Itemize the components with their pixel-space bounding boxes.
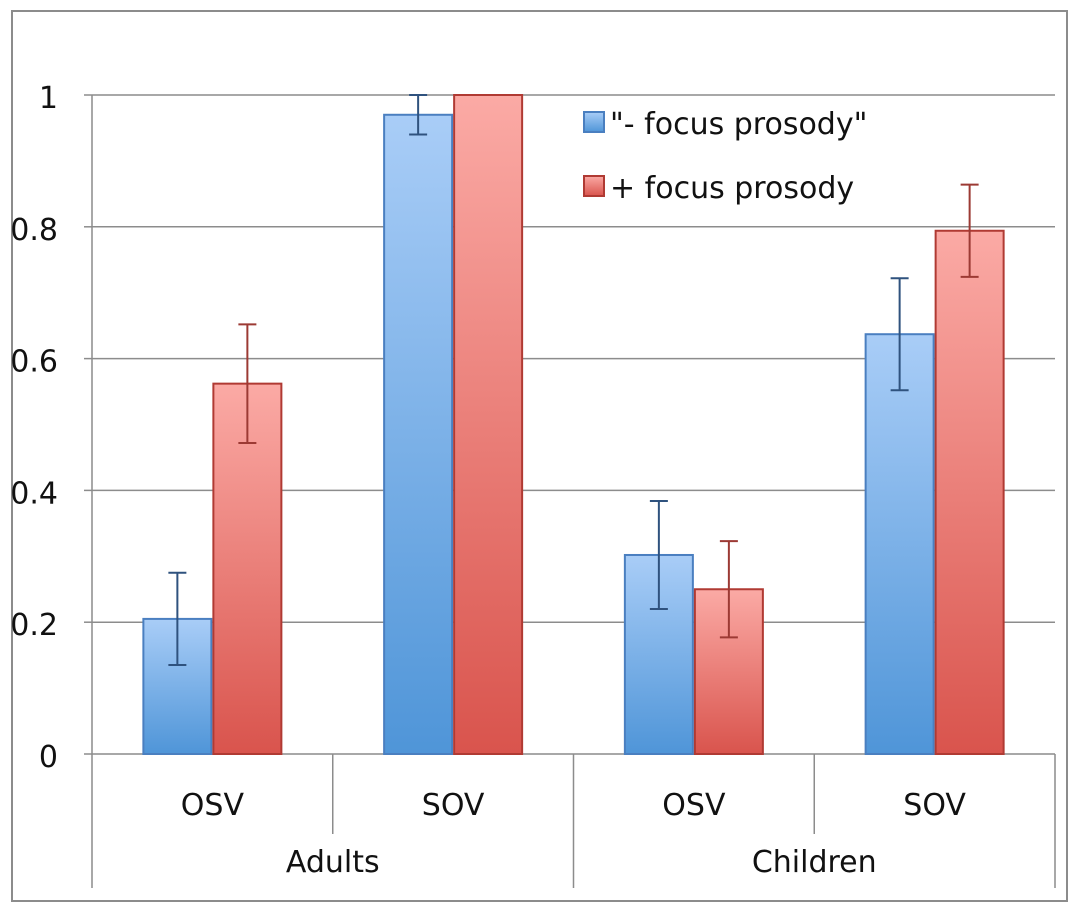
legend: "- focus prosody" + focus prosody bbox=[583, 107, 867, 206]
chart-border bbox=[11, 10, 1068, 902]
category-label: SOV bbox=[903, 788, 966, 823]
axis-labels: 0 0.2 0.4 0.6 0.8 1 OSV SOV OSV SOV Adults Children bbox=[10, 81, 966, 880]
group-label: Children bbox=[752, 845, 877, 880]
y-tick-label: 0.4 bbox=[10, 476, 58, 511]
legend-swatch bbox=[583, 111, 605, 133]
bar bbox=[212, 382, 283, 755]
category-label: OSV bbox=[662, 788, 726, 823]
bar bbox=[864, 333, 935, 755]
category-label: SOV bbox=[422, 788, 485, 823]
y-tick-label: 0.8 bbox=[10, 213, 58, 248]
y-tick-label: 1 bbox=[39, 81, 58, 116]
legend-swatch bbox=[583, 175, 605, 197]
error-bars bbox=[168, 94, 979, 667]
y-tick-label: 0.6 bbox=[10, 345, 58, 380]
y-tick-label: 0.2 bbox=[10, 608, 58, 643]
y-tick-label: 0 bbox=[39, 740, 58, 775]
bars bbox=[142, 94, 1005, 756]
bar bbox=[383, 113, 454, 755]
group-label: Adults bbox=[286, 845, 380, 880]
bar bbox=[934, 229, 1005, 755]
legend-label: + focus prosody bbox=[610, 171, 854, 206]
bar bbox=[453, 94, 524, 755]
legend-label: "- focus prosody" bbox=[610, 107, 867, 142]
category-label: OSV bbox=[181, 788, 245, 823]
